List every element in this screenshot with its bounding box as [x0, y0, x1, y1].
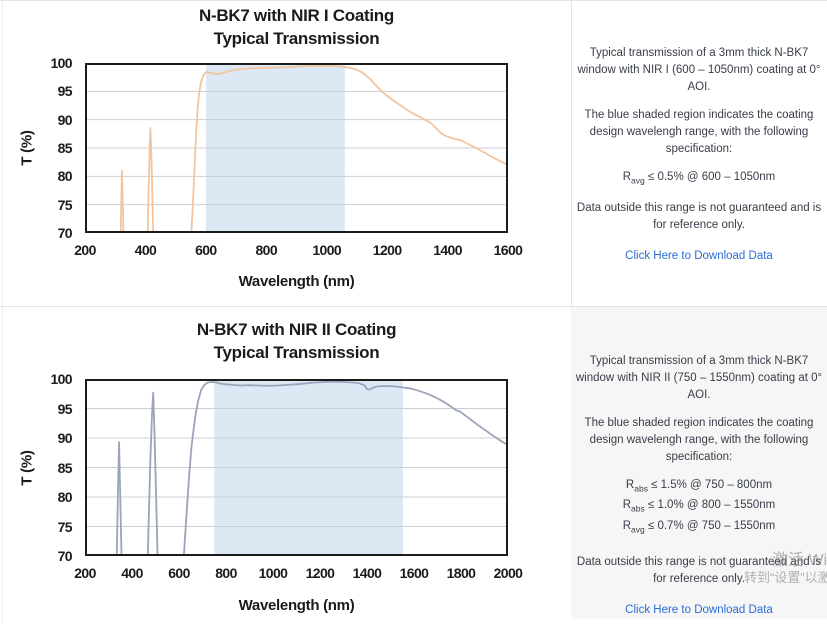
x-tick-label: 1200 [372, 242, 402, 258]
x-tick-label: 1000 [258, 565, 288, 581]
info-paragraph-disclaimer: Data outside this range is not guarantee… [576, 202, 822, 232]
x-axis-ticks: 200 400 600 800 1000 1200 1400 1600 [74, 242, 523, 258]
y-tick-label: 95 [57, 400, 73, 417]
x-tick-label: 2000 [493, 565, 523, 581]
plot-svg [85, 63, 508, 233]
spec-block: Rabs ≤ 1.5% @ 750 – 800nm Rabs ≤ 1.0% @ 8… [575, 477, 823, 538]
y-axis-label: T (%) [18, 130, 36, 166]
y-tick-label: 70 [57, 548, 73, 564]
x-tick-label: 400 [134, 242, 157, 258]
x-tick-label: 1400 [352, 565, 382, 581]
y-tick-label: 100 [50, 55, 72, 71]
windows-activation-watermark-line2: 转到“设置”以激活 Windows。 [744, 570, 827, 585]
y-tick-label: 95 [57, 83, 73, 100]
download-data-link[interactable]: Click Here to Download Data [625, 250, 773, 263]
info-panel-nir1: Typical transmission of a 3mm thick N-BK… [571, 1, 827, 306]
download-data-link[interactable]: Click Here to Download Data [625, 603, 773, 616]
chart-title-line1: N-BK7 with NIR I Coating [199, 6, 394, 25]
x-tick-label: 800 [255, 242, 278, 258]
transmission-curve [182, 380, 508, 556]
chart-title-line2: Typical Transmission [213, 29, 380, 48]
y-axis-ticks: 70 75 80 85 90 95 100 [38, 371, 78, 564]
transmission-curve [146, 391, 159, 556]
y-tick-label: 85 [57, 140, 73, 156]
info-paragraph-description: Typical transmission of a 3mm thick N-BK… [577, 47, 821, 93]
spec-block: Ravg ≤ 0.5% @ 600 – 1050nm [575, 169, 823, 189]
x-tick-label: 600 [195, 242, 217, 258]
x-tick-label: 800 [215, 565, 237, 581]
coating-spec-line: Rabs ≤ 1.0% @ 800 – 1550nm [622, 499, 776, 514]
chart-title-nir1: N-BK7 with NIR I Coating Typical Transmi… [85, 4, 508, 50]
x-tick-label: 1600 [493, 242, 523, 258]
y-axis-label: T (%) [18, 450, 36, 486]
x-axis-label: Wavelength (nm) [238, 273, 355, 290]
y-tick-label: 80 [57, 489, 73, 505]
coating-spec-line: Ravg ≤ 0.7% @ 750 – 1550nm [622, 519, 776, 534]
chart-panel-nir1: N-BK7 with NIR I Coating Typical Transmi… [0, 1, 570, 306]
x-tick-label: 200 [74, 565, 96, 581]
x-tick-label: 1800 [446, 565, 476, 581]
transmission-curve [190, 64, 508, 233]
x-tick-label: 1400 [433, 242, 462, 258]
left-border-line [2, 1, 3, 624]
transmission-plot-nir2 [85, 379, 508, 556]
transmission-curve [115, 441, 123, 556]
chart-title-nir2: N-BK7 with NIR II Coating Typical Transm… [85, 318, 508, 364]
y-tick-label: 100 [50, 371, 72, 387]
transmission-curve [146, 127, 155, 233]
transmission-curve [119, 169, 125, 233]
chart-title-line2: Typical Transmission [213, 343, 380, 362]
y-axis-ticks: 70 75 80 85 90 95 100 [38, 55, 78, 241]
info-paragraph-shaded-region: The blue shaded region indicates the coa… [584, 109, 814, 155]
plot-svg [85, 379, 508, 556]
plot-border [85, 63, 508, 233]
x-tick-label: 1000 [312, 242, 342, 258]
coating-spec-line: Ravg ≤ 0.5% @ 600 – 1050nm [622, 171, 776, 186]
x-tick-label: 1600 [399, 565, 429, 581]
vertical-divider [571, 1, 572, 306]
x-tick-label: 400 [121, 565, 143, 581]
info-panel-nir2: Typical transmission of a 3mm thick N-BK… [571, 307, 827, 619]
coating-spec-line: Rabs ≤ 1.5% @ 750 – 800nm [625, 479, 773, 494]
x-axis-ticks: 200 400 600 800 1000 1200 1400 1600 1800 2000 [74, 565, 523, 581]
y-tick-label: 75 [57, 196, 73, 213]
chart-panel-nir2: N-BK7 with NIR II Coating Typical Transm… [0, 307, 570, 624]
y-tick-label: 90 [57, 430, 73, 446]
x-tick-label: 600 [168, 565, 190, 581]
y-tick-label: 85 [57, 459, 73, 476]
y-tick-label: 75 [57, 518, 73, 535]
y-tick-label: 80 [57, 168, 73, 185]
chart-title-line1: N-BK7 with NIR II Coating [196, 320, 397, 339]
plot-border [85, 379, 508, 556]
horizontal-divider [0, 306, 827, 307]
windows-activation-watermark-line1: 激活 Windows [772, 552, 827, 569]
y-tick-label: 90 [57, 111, 73, 128]
x-tick-label: 1200 [305, 565, 335, 581]
x-tick-label: 200 [74, 242, 96, 258]
info-paragraph-description: Typical transmission of a 3mm thick N-BK… [575, 355, 823, 401]
info-paragraph-shaded-region: The blue shaded region indicates the coa… [584, 417, 814, 463]
info-paragraph-disclaimer: Data outside this range is not guarantee… [576, 555, 822, 585]
transmission-plot-nir1 [85, 63, 508, 233]
x-axis-label: Wavelength (nm) [238, 597, 355, 614]
y-tick-label: 70 [57, 225, 73, 241]
